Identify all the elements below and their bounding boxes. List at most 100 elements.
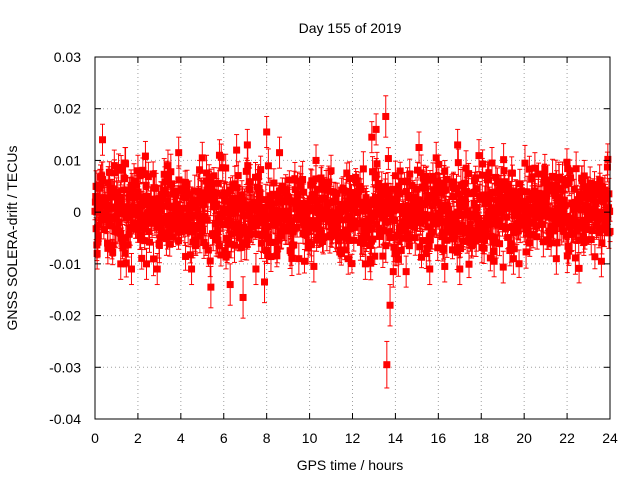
data-point: [415, 196, 423, 204]
data-point: [231, 241, 239, 249]
data-point: [366, 242, 374, 250]
data-point: [435, 160, 443, 168]
data-point: [433, 186, 441, 194]
data-point: [522, 248, 530, 256]
data-point: [172, 191, 180, 199]
data-point: [521, 159, 529, 167]
data-point: [463, 237, 471, 245]
data-point: [487, 220, 495, 228]
data-point: [377, 192, 385, 200]
data-point: [476, 195, 484, 203]
data-point: [386, 234, 394, 242]
data-point: [413, 166, 421, 174]
data-point: [369, 168, 377, 176]
data-point: [473, 185, 481, 193]
data-point: [533, 233, 541, 241]
data-point: [371, 252, 379, 260]
data-point: [287, 249, 295, 257]
data-point: [118, 210, 126, 218]
data-point: [307, 240, 315, 248]
data-point: [337, 208, 345, 216]
data-point: [501, 178, 509, 186]
data-point: [523, 214, 531, 222]
data-point: [109, 186, 117, 194]
data-point: [178, 187, 186, 195]
data-point: [271, 238, 279, 246]
data-point: [188, 203, 196, 211]
data-point: [440, 179, 448, 187]
data-point: [198, 227, 206, 235]
data-point: [273, 245, 281, 253]
data-point: [288, 220, 296, 228]
data-point: [232, 209, 240, 217]
data-point: [535, 170, 543, 178]
data-point: [468, 238, 476, 246]
data-point: [372, 197, 380, 205]
data-point: [92, 225, 100, 233]
data-point: [422, 212, 430, 220]
data-point: [418, 253, 426, 261]
data-point: [292, 197, 300, 205]
data-point: [526, 239, 534, 247]
data-point: [402, 222, 410, 230]
data-point: [282, 188, 290, 196]
data-point: [337, 250, 345, 258]
data-point: [462, 199, 470, 207]
data-point: [410, 193, 418, 201]
data-point: [480, 236, 488, 244]
data-point: [312, 220, 320, 228]
data-point: [129, 185, 137, 193]
data-point: [258, 203, 266, 211]
data-point: [141, 152, 149, 160]
data-point: [524, 226, 532, 234]
data-point: [264, 223, 272, 231]
data-point: [209, 188, 217, 196]
data-point: [437, 204, 445, 212]
data-point: [203, 216, 211, 224]
data-point: [404, 231, 412, 239]
data-point: [498, 205, 506, 213]
data-point: [545, 187, 553, 195]
data-point: [342, 187, 350, 195]
data-point: [441, 201, 449, 209]
data-point: [471, 210, 479, 218]
data-point: [196, 166, 204, 174]
data-point: [497, 180, 505, 188]
data-point: [296, 201, 304, 209]
data-point: [335, 237, 343, 245]
data-point: [142, 181, 150, 189]
data-point: [516, 221, 524, 229]
data-point: [454, 190, 462, 198]
data-point: [374, 179, 382, 187]
data-point: [510, 229, 518, 237]
data-point: [186, 251, 194, 259]
data-point: [447, 221, 455, 229]
data-point: [290, 241, 298, 249]
data-point: [114, 189, 122, 197]
data-point: [317, 229, 325, 237]
data-point: [510, 245, 518, 253]
data-point: [363, 231, 371, 239]
data-point: [168, 180, 176, 188]
data-point: [459, 237, 467, 245]
data-point: [152, 184, 160, 192]
data-point: [309, 207, 317, 215]
data-point: [318, 180, 326, 188]
data-point: [255, 230, 263, 238]
data-point: [214, 236, 222, 244]
data-point: [166, 240, 174, 248]
data-point: [440, 232, 448, 240]
data-point: [236, 224, 244, 232]
data-point: [314, 233, 322, 241]
data-point: [99, 176, 107, 184]
data-point: [94, 194, 102, 202]
data-point: [95, 221, 103, 229]
data-point: [441, 167, 449, 175]
data-point: [475, 152, 483, 160]
data-point: [363, 199, 371, 207]
data-point: [312, 197, 320, 205]
data-point: [395, 190, 403, 198]
data-point: [322, 206, 330, 214]
data-point: [496, 240, 504, 248]
data-point: [394, 231, 402, 239]
